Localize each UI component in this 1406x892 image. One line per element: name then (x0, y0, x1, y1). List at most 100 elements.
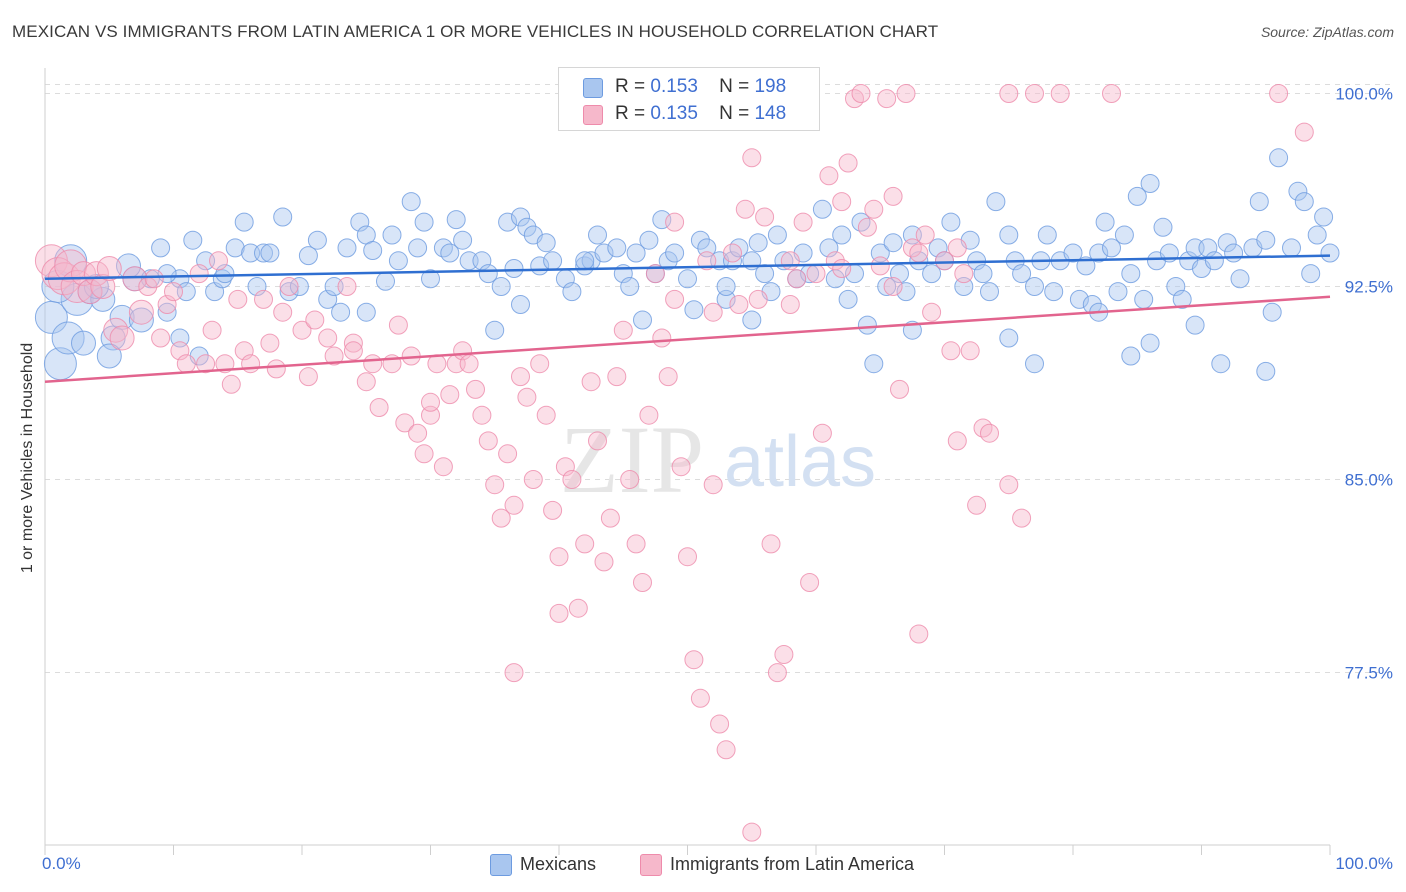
data-point-mexicans (1211, 354, 1231, 374)
data-point-immigrants (472, 405, 492, 425)
data-point-immigrants (774, 645, 794, 664)
data-point-immigrants (890, 379, 909, 399)
data-point-immigrants (697, 251, 717, 271)
data-point-mexicans (1134, 289, 1154, 309)
data-point-mexicans (562, 282, 582, 302)
data-point-immigrants (1294, 122, 1314, 142)
data-point-mexicans (170, 269, 190, 289)
watermark-atlas: atlas (724, 422, 876, 502)
data-point-mexicans (51, 321, 85, 355)
data-point-immigrants (761, 534, 781, 554)
data-point-mexicans (832, 225, 852, 245)
data-point-mexicans (748, 233, 768, 253)
data-point-immigrants (800, 573, 820, 592)
data-point-mexicans (973, 264, 993, 284)
legend-n-label: N = (719, 103, 750, 124)
legend-swatch-pink (583, 105, 603, 125)
data-point-mexicans (440, 243, 460, 263)
data-point-mexicans (1249, 192, 1269, 212)
data-point-immigrants (639, 405, 659, 425)
data-point-mexicans (594, 243, 614, 263)
data-point-mexicans (273, 207, 293, 227)
data-point-immigrants (324, 346, 344, 366)
data-point-immigrants (838, 153, 858, 173)
data-point-mexicans (1037, 225, 1057, 245)
data-point-mexicans (1063, 243, 1083, 263)
legend-label-mexicans: Mexicans (520, 854, 597, 874)
data-point-mexicans (324, 277, 344, 296)
data-point-immigrants (549, 603, 569, 623)
data-point-immigrants (626, 534, 646, 554)
data-point-mexicans (607, 238, 627, 258)
data-point-mexicans (1095, 212, 1115, 232)
data-point-mexicans (575, 256, 595, 276)
data-point-mexicans (1153, 217, 1173, 237)
data-point-immigrants (221, 374, 241, 394)
data-point-immigrants (144, 269, 164, 289)
data-point-mexicans (307, 230, 327, 250)
data-point-immigrants (536, 405, 556, 425)
data-point-immigrants (973, 418, 993, 438)
data-point-immigrants (305, 310, 325, 330)
legend-n-value: 198 (754, 76, 787, 97)
data-point-mexicans (1314, 207, 1334, 227)
data-point-immigrants (356, 372, 376, 392)
data-point-immigrants (273, 302, 293, 322)
data-point-mexicans (1044, 282, 1064, 302)
data-point-immigrants (999, 475, 1019, 495)
data-point-immigrants (128, 299, 154, 325)
data-point-immigrants (421, 392, 440, 412)
data-point-mexicans (196, 251, 216, 271)
data-point-immigrants (1102, 84, 1121, 103)
data-point-immigrants (645, 264, 665, 284)
data-point-immigrants (703, 302, 723, 322)
watermark-zip: ZIP (560, 406, 704, 513)
trend-line-immigrants (44, 295, 1331, 383)
data-point-mexicans (678, 269, 697, 289)
data-point-immigrants (498, 444, 518, 464)
data-point-immigrants (594, 552, 614, 572)
data-point-mexicans (543, 251, 563, 271)
legend-swatch-blue (583, 78, 603, 98)
data-point-immigrants (1050, 84, 1070, 103)
data-point-immigrants (266, 359, 286, 379)
data-point-mexicans (433, 238, 453, 258)
data-point-mexicans (71, 330, 96, 356)
data-point-immigrants (909, 243, 929, 263)
data-point-mexicans (536, 233, 556, 253)
data-point-immigrants (202, 320, 222, 340)
data-point-mexicans (215, 264, 235, 284)
data-point-immigrants (511, 367, 530, 387)
data-point-mexicans (857, 315, 877, 335)
data-point-immigrants (767, 663, 787, 683)
data-point-mexicans (225, 238, 245, 258)
data-point-mexicans (54, 244, 88, 278)
data-point-immigrants (877, 89, 897, 109)
data-point-mexicans (1301, 264, 1321, 284)
data-point-immigrants (716, 740, 736, 760)
data-point-immigrants (298, 367, 318, 387)
data-point-mexicans (767, 225, 787, 245)
data-point-mexicans (716, 277, 736, 296)
data-point-mexicans (575, 251, 595, 271)
data-point-immigrants (735, 199, 755, 219)
y-tick-label: 100.0% (1335, 84, 1393, 103)
data-point-mexicans (331, 302, 351, 322)
data-point-immigrants (1025, 84, 1044, 103)
grid-lines (45, 83, 1390, 674)
axes (44, 68, 1331, 855)
data-point-immigrants (780, 251, 800, 271)
data-point-mexicans (954, 277, 974, 296)
data-point-immigrants (845, 89, 864, 109)
data-point-immigrants (896, 84, 916, 103)
data-point-mexicans (234, 212, 254, 232)
data-point-immigrants (658, 367, 678, 387)
data-point-immigrants (633, 573, 652, 592)
data-point-immigrants (260, 333, 280, 353)
data-point-mexicans (298, 246, 318, 266)
data-point-immigrants (793, 212, 813, 232)
data-point-immigrants (600, 508, 620, 528)
data-point-mexicans (1102, 238, 1121, 258)
legend-n-label: N = (719, 76, 750, 97)
data-point-immigrants (504, 663, 524, 683)
